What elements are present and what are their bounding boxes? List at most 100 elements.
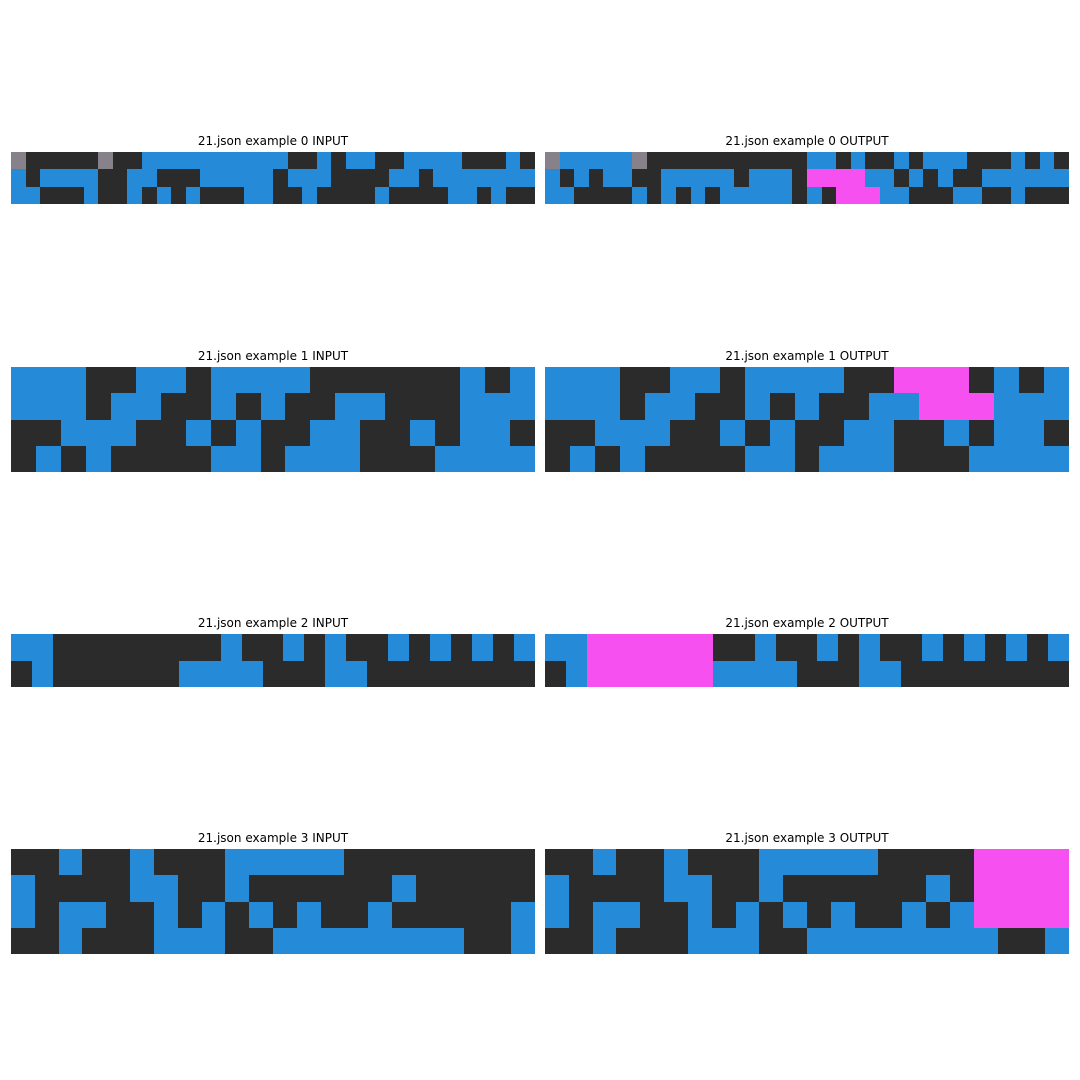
grid-cell bbox=[335, 419, 361, 446]
grid-cell bbox=[1054, 186, 1069, 204]
grid-cell bbox=[214, 152, 230, 170]
grid-cell bbox=[616, 875, 641, 902]
grid-cell bbox=[485, 445, 511, 472]
grid-cell bbox=[410, 367, 436, 394]
grid-cell bbox=[923, 152, 938, 170]
grid-cell bbox=[744, 367, 770, 394]
grid-cell bbox=[409, 660, 431, 687]
grid-cell bbox=[368, 927, 393, 954]
grid-cell bbox=[389, 186, 404, 204]
grid-cell bbox=[646, 169, 662, 187]
grid-cell bbox=[644, 419, 670, 446]
grid-cell bbox=[603, 152, 618, 170]
grid-cell bbox=[11, 419, 36, 446]
grid-cell bbox=[908, 152, 924, 170]
grid-cell bbox=[719, 152, 735, 170]
grid-cell bbox=[943, 634, 965, 661]
grid-cell bbox=[733, 634, 755, 661]
grid-cell bbox=[258, 169, 273, 187]
grid-cell bbox=[60, 367, 86, 394]
grid-cell bbox=[844, 419, 870, 446]
grid-cell bbox=[156, 186, 172, 204]
grid-cell bbox=[493, 660, 515, 687]
grid-cell bbox=[243, 186, 259, 204]
grid-cell bbox=[973, 875, 998, 902]
grid-cell bbox=[388, 660, 410, 687]
grid-cell bbox=[994, 367, 1020, 394]
grid-cell bbox=[748, 169, 764, 187]
grid-cell bbox=[310, 445, 336, 472]
grid-cell bbox=[830, 849, 855, 876]
grid-cell bbox=[285, 419, 311, 446]
grid-cell bbox=[759, 901, 784, 928]
grid-cell bbox=[225, 875, 250, 902]
grid-cell bbox=[34, 927, 59, 954]
grid-cell bbox=[185, 169, 201, 187]
grid-cell bbox=[878, 901, 903, 928]
grid-cell bbox=[178, 634, 200, 661]
grid-cell bbox=[607, 634, 629, 661]
grid-cell bbox=[588, 186, 604, 204]
grid-cell bbox=[985, 660, 1007, 687]
grid-cell bbox=[1045, 927, 1069, 954]
grid-cell bbox=[902, 875, 927, 902]
grid-cell bbox=[694, 419, 720, 446]
grid-cell bbox=[487, 875, 512, 902]
grid-cell bbox=[58, 901, 83, 928]
grid-cell bbox=[302, 186, 317, 204]
grid-cell bbox=[1010, 169, 1026, 187]
grid-cell bbox=[1045, 901, 1069, 928]
grid-cell bbox=[463, 875, 488, 902]
grid-cell bbox=[819, 445, 845, 472]
grid-cell bbox=[476, 186, 492, 204]
grid-cell bbox=[646, 186, 662, 204]
grid-cell bbox=[331, 169, 346, 187]
grid-cell bbox=[460, 445, 486, 472]
grid-cell bbox=[385, 419, 411, 446]
grid-cell bbox=[115, 634, 137, 661]
grid-cell bbox=[807, 849, 831, 876]
grid-cell bbox=[112, 152, 128, 170]
grid-cell bbox=[177, 875, 202, 902]
grid-cell bbox=[320, 849, 345, 876]
grid-cell bbox=[619, 367, 645, 394]
grid-cell bbox=[258, 152, 273, 170]
grid-cell bbox=[830, 875, 855, 902]
grid-cell bbox=[565, 634, 587, 661]
grid-cell bbox=[385, 367, 411, 394]
grid-cell bbox=[574, 152, 589, 170]
grid-cell bbox=[135, 445, 161, 472]
grid-cell bbox=[235, 393, 261, 420]
grid-cell bbox=[410, 445, 436, 472]
grid-cell bbox=[285, 445, 311, 472]
grid-cell bbox=[850, 152, 866, 170]
grid-cell bbox=[997, 849, 1022, 876]
grid-cell bbox=[171, 186, 186, 204]
grid-cell bbox=[869, 419, 895, 446]
grid-cell bbox=[733, 660, 755, 687]
grid-cell bbox=[249, 927, 273, 954]
grid-cell bbox=[360, 152, 375, 170]
grid-cell bbox=[82, 901, 107, 928]
grid-cell bbox=[345, 186, 361, 204]
grid-cell bbox=[711, 927, 736, 954]
grid-cell bbox=[969, 419, 995, 446]
grid-cell bbox=[1021, 875, 1046, 902]
grid-cell bbox=[235, 445, 261, 472]
grid-cell bbox=[1045, 849, 1069, 876]
grid-cell bbox=[675, 186, 691, 204]
grid-cell bbox=[1019, 393, 1045, 420]
grid-cell bbox=[545, 849, 569, 876]
grid-cell bbox=[135, 367, 161, 394]
grid-cell bbox=[859, 634, 881, 661]
grid-cell bbox=[11, 927, 35, 954]
grid-cell bbox=[11, 901, 35, 928]
grid-cell bbox=[115, 660, 137, 687]
grid-cell bbox=[58, 927, 83, 954]
grid-cell bbox=[594, 393, 620, 420]
grid-cell bbox=[85, 367, 111, 394]
grid-cell bbox=[200, 169, 215, 187]
grid-cell bbox=[854, 927, 879, 954]
panel-title: 21.json example 2 OUTPUT bbox=[725, 616, 889, 630]
grid-cell bbox=[644, 393, 670, 420]
